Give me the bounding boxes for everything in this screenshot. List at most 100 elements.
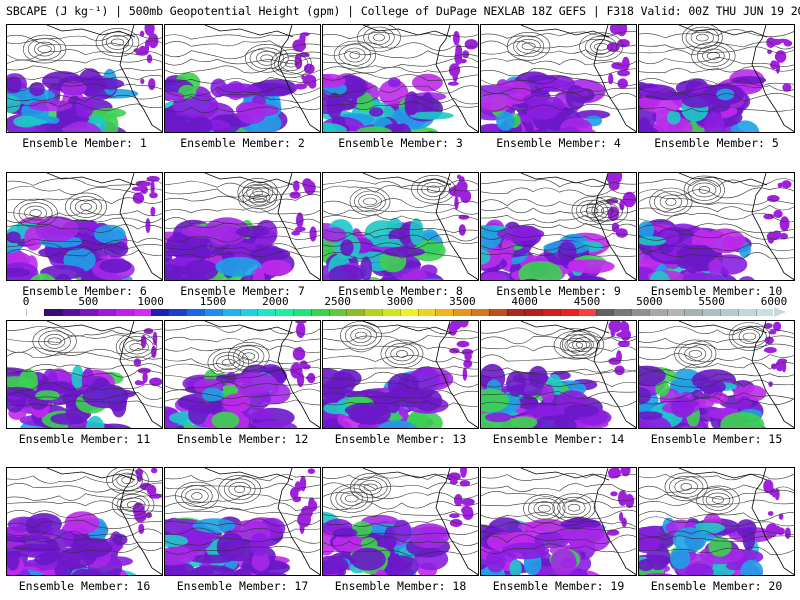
ensemble-map-panel [322,24,479,133]
map-graphic [481,173,636,280]
colorbar-tick-label: 2000 [262,295,289,308]
ensemble-member-label: Ensemble Member: 3 [338,136,463,150]
map-graphic [481,25,636,132]
ensemble-member-label: Ensemble Member: 19 [492,579,625,593]
map-graphic [639,173,794,280]
map-graphic [323,468,478,575]
ensemble-member-label: Ensemble Member: 7 [180,284,305,298]
colorbar-high-arrow [774,307,786,317]
colorbar-swatch [132,309,151,316]
map-graphic [323,25,478,132]
colorbar-swatch [524,309,543,316]
page-title: SBCAPE (J kg⁻¹) | 500mb Geopotential Hei… [6,4,800,18]
ensemble-map-panel [638,320,795,429]
colorbar-swatch [453,309,471,316]
colorbar-swatch [168,309,187,316]
ensemble-member-label: Ensemble Member: 15 [650,432,783,446]
ensemble-member-label: Ensemble Member: 14 [492,432,625,446]
colorbar-swatch [417,309,436,316]
ensemble-member-label: Ensemble Member: 16 [18,579,151,593]
colorbar-swatch [43,309,62,316]
ensemble-member-label: Ensemble Member: 10 [650,284,783,298]
map-graphic [481,321,636,428]
colorbar-swatches [26,309,774,316]
ensemble-map-panel [6,172,163,281]
colorbar-swatch [542,309,560,316]
colorbar-swatch [737,309,756,316]
colorbar-tick-label: 3000 [386,295,414,308]
colorbar-swatch [613,309,632,316]
colorbar-swatch [648,309,667,316]
colorbar-swatch [239,309,258,316]
colorbar-swatch [310,309,329,316]
colorbar-swatch [702,309,721,316]
ensemble-map-panel [638,467,795,576]
ensemble-member-label: Ensemble Member: 5 [654,136,779,150]
ensemble-map-panel [164,320,321,429]
colorbar-swatch [666,309,685,316]
ensemble-member-label: Ensemble Member: 17 [176,579,309,593]
colorbar-tick-label: 6000 [760,295,788,308]
map-graphic [323,321,478,428]
colorbar-swatch [399,309,418,316]
colorbar-swatch [328,309,347,316]
colorbar-swatch [203,309,222,316]
colorbar-swatch [346,309,365,316]
map-graphic [639,468,794,575]
colorbar-swatch [559,309,578,316]
map-graphic [165,173,320,280]
colorbar-swatch [26,309,44,316]
colorbar-low-arrow [14,307,26,317]
colorbar-swatch [631,309,649,316]
ensemble-map-panel [322,467,479,576]
ensemble-map-panel [480,320,637,429]
ensemble-map-panel [638,24,795,133]
colorbar-swatch [221,309,240,316]
colorbar-swatch [61,309,80,316]
map-graphic [481,468,636,575]
colorbar-tick-label: 0 [22,295,30,308]
colorbar-swatch [577,309,596,316]
map-graphic [323,173,478,280]
colorbar-tick-label: 4000 [511,295,538,308]
colorbar-swatch [470,309,489,316]
map-graphic [639,321,794,428]
colorbar-tick-label: 4500 [573,295,601,308]
ensemble-map-panel [164,172,321,281]
colorbar-swatch [79,309,98,316]
ensemble-member-label: Ensemble Member: 12 [176,432,309,446]
ensemble-map-panel [164,467,321,576]
ensemble-map-panel [6,320,163,429]
map-graphic [7,321,162,428]
colorbar-swatch [684,309,703,316]
ensemble-map-panel [480,172,637,281]
ensemble-member-label: Ensemble Member: 9 [496,284,621,298]
ensemble-member-label: Ensemble Member: 11 [18,432,151,446]
ensemble-member-label: Ensemble Member: 1 [22,136,147,150]
colorbar-tick-label: 1000 [137,295,164,308]
colorbar-swatch [150,309,169,316]
colorbar-swatch [292,309,311,316]
map-graphic [639,25,794,132]
colorbar-swatch [97,309,115,316]
colorbar-swatch [488,309,507,316]
ensemble-map-panel [638,172,795,281]
ensemble-map-panel [6,467,163,576]
ensemble-map-panel [480,24,637,133]
colorbar-swatch [114,309,133,316]
colorbar-tick-label: 5500 [698,295,725,308]
ensemble-map-panel [164,24,321,133]
colorbar-swatch [275,309,293,316]
ensemble-map-panel [322,320,479,429]
ensemble-member-label: Ensemble Member: 20 [650,579,783,593]
map-graphic [165,468,320,575]
ensemble-member-label: Ensemble Member: 8 [338,284,463,298]
ensemble-member-label: Ensemble Member: 4 [496,136,621,150]
sbcape-colorbar: 0 500 1000 1500 2000 2500 3000 3500 4000 4500 5000… [0,295,800,321]
colorbar-tick-label: 1500 [199,295,227,308]
colorbar-swatch [720,309,738,316]
map-graphic [7,25,162,132]
colorbar-swatch [257,309,276,316]
colorbar-swatch [755,309,774,316]
colorbar-tick-label: 3500 [449,295,476,308]
